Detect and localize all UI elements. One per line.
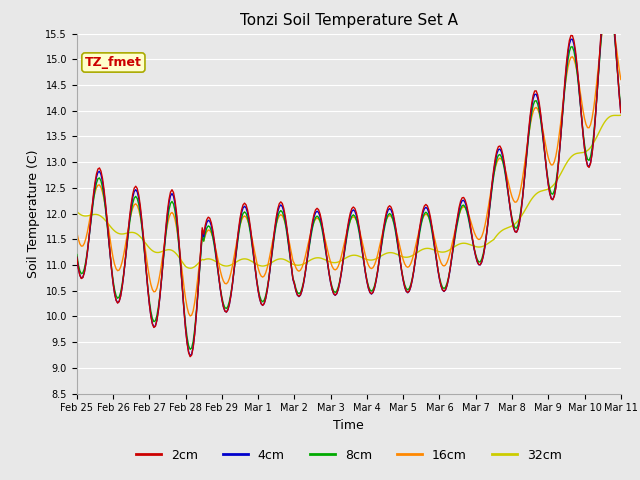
Title: Tonzi Soil Temperature Set A: Tonzi Soil Temperature Set A bbox=[240, 13, 458, 28]
Legend: 2cm, 4cm, 8cm, 16cm, 32cm: 2cm, 4cm, 8cm, 16cm, 32cm bbox=[131, 444, 567, 467]
Text: TZ_fmet: TZ_fmet bbox=[85, 56, 142, 69]
X-axis label: Time: Time bbox=[333, 419, 364, 432]
Y-axis label: Soil Temperature (C): Soil Temperature (C) bbox=[27, 149, 40, 278]
